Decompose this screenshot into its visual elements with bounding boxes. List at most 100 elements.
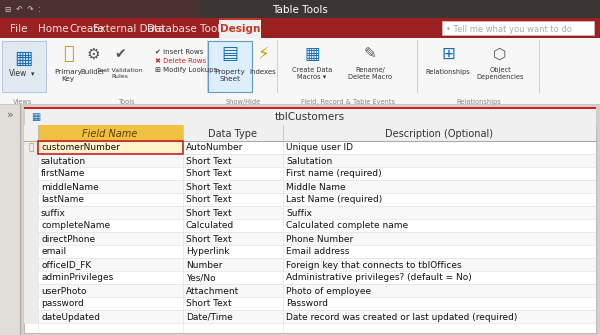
Bar <box>24 297 596 310</box>
Text: Administrative privileges? (default = No): Administrative privileges? (default = No… <box>286 273 472 282</box>
Text: Views: Views <box>13 99 32 105</box>
Text: Create: Create <box>70 24 104 34</box>
Bar <box>24 258 596 271</box>
Bar <box>0 105 600 335</box>
Bar <box>24 232 38 245</box>
Text: File: File <box>10 24 28 34</box>
Text: Suffix: Suffix <box>286 208 312 217</box>
Text: Date record was created or last updated (required): Date record was created or last updated … <box>286 313 517 322</box>
Bar <box>0 104 600 105</box>
Text: Relationships: Relationships <box>457 99 502 105</box>
Text: lastName: lastName <box>41 196 84 204</box>
Bar <box>24 193 596 206</box>
Text: ✔: ✔ <box>114 47 126 61</box>
Text: Number: Number <box>186 261 223 269</box>
Text: Data Type: Data Type <box>209 129 257 139</box>
Text: Field, Record & Table Events: Field, Record & Table Events <box>301 99 395 105</box>
Bar <box>219 18 261 20</box>
Bar <box>2 41 46 92</box>
Bar <box>0 0 200 18</box>
Text: Builder: Builder <box>80 69 106 75</box>
Text: Yes/No: Yes/No <box>186 273 215 282</box>
Bar <box>24 245 596 258</box>
Bar <box>24 245 38 258</box>
Text: Delete Macro: Delete Macro <box>348 74 392 80</box>
Text: Unique user ID: Unique user ID <box>286 143 353 152</box>
Text: Relationships: Relationships <box>425 69 470 75</box>
Text: Test Validation: Test Validation <box>97 67 143 72</box>
Text: Calculated: Calculated <box>186 221 234 230</box>
Text: ⊞: ⊞ <box>441 45 455 63</box>
Bar <box>24 219 596 232</box>
Text: ⬡: ⬡ <box>493 47 506 62</box>
Text: Short Text: Short Text <box>186 170 232 179</box>
Text: completeName: completeName <box>41 221 110 230</box>
Text: Dependencies: Dependencies <box>476 74 524 80</box>
Bar <box>24 125 596 141</box>
Text: Calculated complete name: Calculated complete name <box>286 221 408 230</box>
Text: middleName: middleName <box>41 183 99 192</box>
Bar <box>417 40 418 93</box>
Bar <box>24 167 596 180</box>
Text: Create Data: Create Data <box>292 67 332 73</box>
Text: ▤: ▤ <box>221 45 239 63</box>
Bar <box>539 40 540 93</box>
Text: Sheet: Sheet <box>220 76 241 82</box>
Bar <box>24 141 38 154</box>
Bar <box>24 206 38 219</box>
Text: Table Tools: Table Tools <box>272 5 328 15</box>
Text: userPhoto: userPhoto <box>41 286 86 295</box>
Text: Field Name: Field Name <box>82 129 137 139</box>
Bar <box>0 18 600 38</box>
Text: ⊞ Modify Lookups: ⊞ Modify Lookups <box>155 67 217 73</box>
Text: ▦: ▦ <box>304 45 320 63</box>
Text: dateUpdated: dateUpdated <box>41 313 100 322</box>
Text: Phone Number: Phone Number <box>286 234 353 244</box>
Text: ▾: ▾ <box>31 71 35 77</box>
Bar <box>24 154 596 167</box>
Bar <box>24 180 596 193</box>
Text: Rename/: Rename/ <box>355 67 385 73</box>
Text: AutoNumber: AutoNumber <box>186 143 244 152</box>
Text: Short Text: Short Text <box>186 156 232 165</box>
Bar <box>24 284 596 297</box>
Bar <box>24 232 596 245</box>
Bar <box>24 154 38 167</box>
Text: Email address: Email address <box>286 248 349 257</box>
Text: Tools: Tools <box>119 99 136 105</box>
Bar <box>24 310 596 323</box>
Text: ⊟  ↶  ↷  :: ⊟ ↶ ↷ : <box>5 5 41 14</box>
Bar <box>38 141 183 154</box>
Text: »: » <box>7 110 13 120</box>
Text: Key: Key <box>61 76 74 82</box>
Bar <box>45 40 46 93</box>
Bar <box>24 258 38 271</box>
Bar <box>0 0 600 18</box>
Text: Middle Name: Middle Name <box>286 183 346 192</box>
Text: Property: Property <box>215 69 245 75</box>
Bar <box>24 219 38 232</box>
Text: ✖ Delete Rows: ✖ Delete Rows <box>155 58 206 64</box>
Bar <box>24 107 596 333</box>
Text: ✔ Insert Rows: ✔ Insert Rows <box>155 49 203 55</box>
Bar <box>24 271 596 284</box>
Text: 🔑: 🔑 <box>62 45 73 63</box>
Text: Last Name (required): Last Name (required) <box>286 196 382 204</box>
Text: Short Text: Short Text <box>186 196 232 204</box>
Text: Macros ▾: Macros ▾ <box>298 74 326 80</box>
Text: View: View <box>9 69 27 78</box>
Text: Design: Design <box>220 24 260 34</box>
Text: Short Text: Short Text <box>186 299 232 309</box>
Text: First name (required): First name (required) <box>286 170 382 179</box>
Text: Rules: Rules <box>112 74 128 79</box>
Bar <box>207 40 208 93</box>
Bar <box>24 310 38 323</box>
Text: directPhone: directPhone <box>41 234 95 244</box>
Bar <box>24 297 38 310</box>
Text: customerNumber: customerNumber <box>41 143 120 152</box>
Bar <box>24 167 38 180</box>
Text: ✎: ✎ <box>364 47 376 62</box>
Text: Attachment: Attachment <box>186 286 239 295</box>
Text: Short Text: Short Text <box>186 183 232 192</box>
Bar <box>24 180 38 193</box>
